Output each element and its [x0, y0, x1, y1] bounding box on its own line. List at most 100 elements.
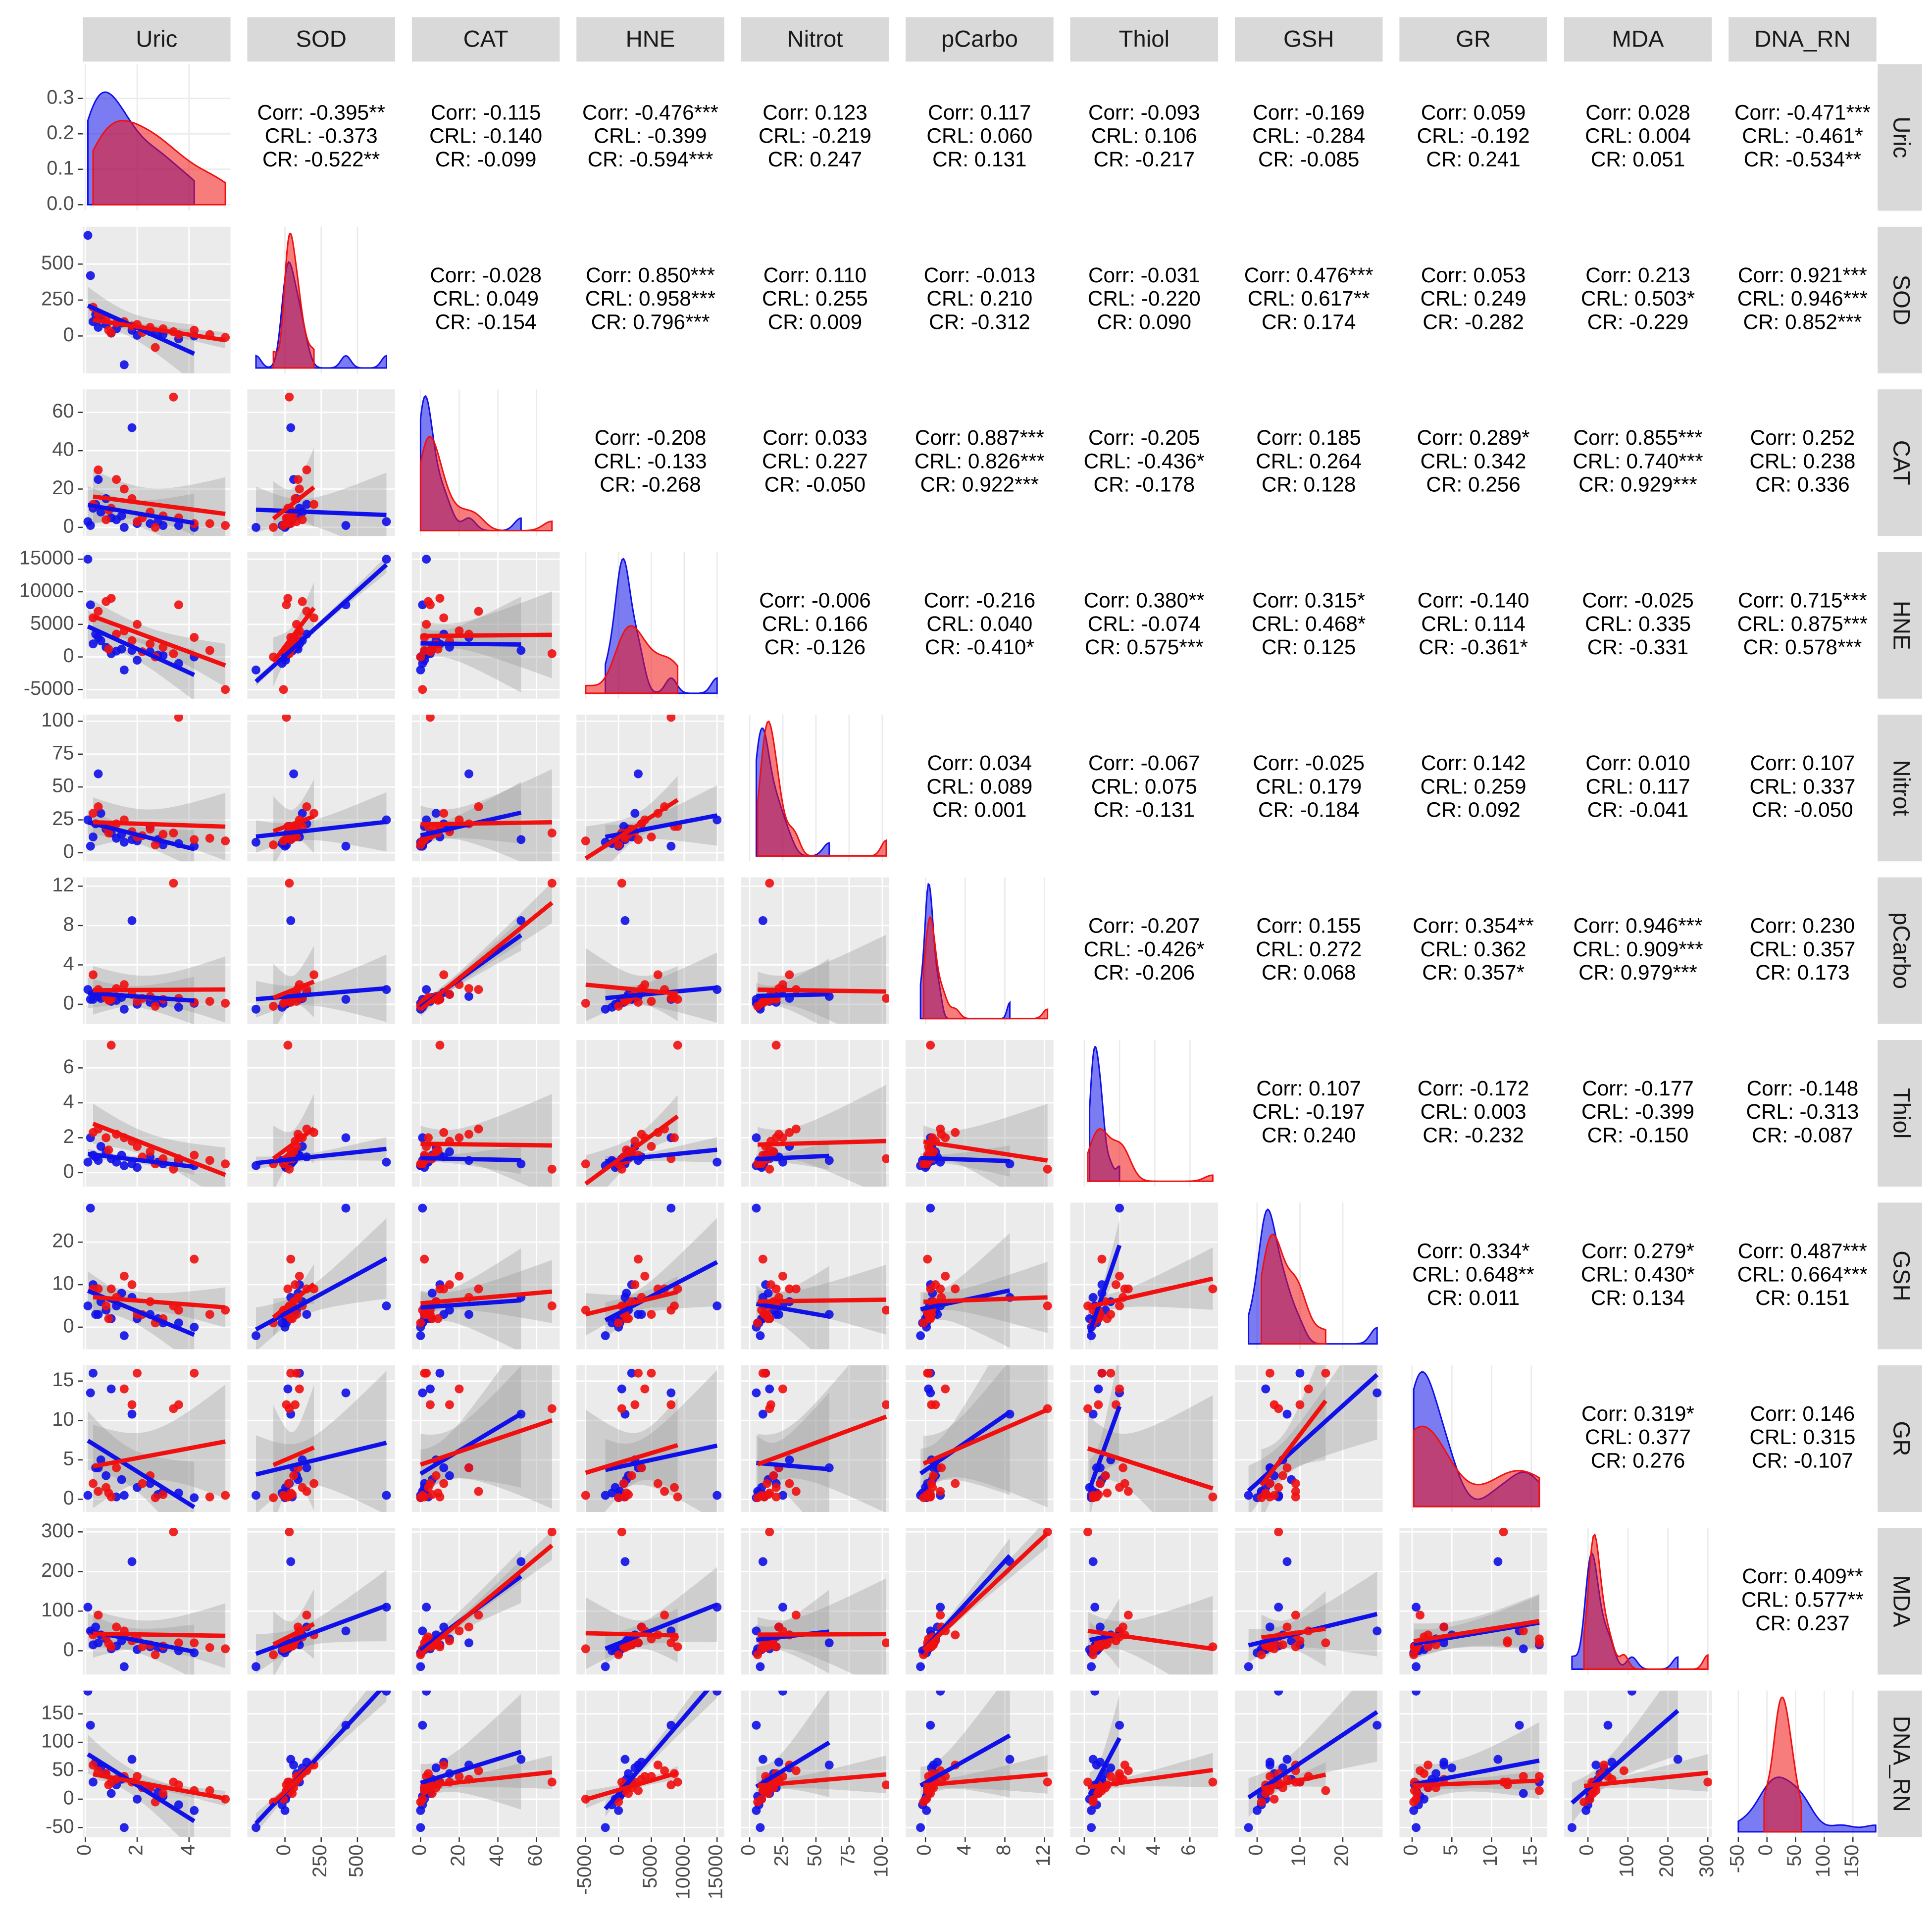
point — [936, 1610, 945, 1620]
point — [791, 1124, 801, 1134]
point — [119, 1271, 129, 1281]
point — [86, 841, 95, 851]
point — [302, 1463, 311, 1472]
point — [282, 715, 291, 722]
y-tick-label: -5000 — [24, 677, 74, 699]
trend-line — [605, 1443, 718, 1472]
column-strip — [576, 17, 724, 62]
point — [516, 1557, 526, 1566]
point — [283, 594, 293, 603]
point — [1519, 1644, 1528, 1654]
point — [174, 1305, 183, 1315]
trend-line — [87, 304, 196, 356]
point — [133, 1163, 142, 1172]
point — [637, 1310, 646, 1319]
point — [464, 992, 473, 1001]
point — [286, 423, 296, 432]
point — [1043, 1777, 1052, 1787]
trend-line — [87, 820, 195, 851]
point — [205, 1310, 214, 1319]
correlation-text: Corr: -0.395** — [257, 101, 385, 124]
point — [416, 1797, 425, 1807]
correlation-text: Corr: 0.146 — [1750, 1402, 1855, 1425]
point — [1291, 1479, 1300, 1488]
point — [221, 521, 230, 530]
correlation-text: CRL: 0.342 — [1421, 449, 1526, 472]
point — [1278, 1640, 1287, 1650]
point — [418, 685, 427, 694]
correlation-text: CR: -0.312 — [929, 310, 1030, 333]
point — [464, 1310, 473, 1319]
x-tick-label: -50 — [1726, 1845, 1748, 1873]
correlation-text: CRL: 0.875*** — [1737, 612, 1868, 635]
row-strip — [1878, 389, 1922, 536]
column-strip — [83, 17, 231, 62]
x-tick-label: 0 — [1245, 1845, 1267, 1856]
panel-background — [411, 1365, 560, 1512]
point — [104, 1145, 113, 1155]
point — [614, 1001, 623, 1011]
correlation-text: CR: 0.241 — [1426, 148, 1520, 171]
correlation-text: CR: -0.594*** — [588, 148, 713, 171]
point — [89, 809, 98, 818]
point — [221, 685, 230, 694]
point — [712, 1690, 722, 1696]
point — [951, 1479, 960, 1488]
correlation-text: Corr: -0.067 — [1088, 751, 1200, 775]
point — [309, 970, 319, 980]
correlation-text: Corr: -0.208 — [595, 426, 707, 449]
y-tick-label: 10 — [52, 1273, 74, 1295]
correlation-text: CRL: 0.946*** — [1737, 287, 1868, 310]
point — [666, 1400, 676, 1409]
point — [765, 1528, 774, 1537]
point — [474, 1487, 483, 1496]
confidence-band — [1088, 1395, 1213, 1512]
point — [785, 1284, 794, 1294]
point — [1106, 1368, 1116, 1378]
correlation-text: Corr: -0.148 — [1747, 1077, 1859, 1100]
point — [762, 1310, 771, 1319]
trend-line — [92, 1122, 226, 1177]
x-tick-label: 6 — [1178, 1845, 1200, 1856]
point — [1094, 1384, 1103, 1394]
point — [666, 1388, 676, 1398]
point — [1090, 1690, 1100, 1696]
point — [127, 423, 137, 432]
point — [464, 984, 473, 993]
point — [106, 1789, 116, 1798]
point — [881, 994, 889, 1003]
point — [464, 1622, 473, 1632]
row-strip — [1878, 226, 1922, 373]
point — [174, 1002, 183, 1012]
point — [190, 1150, 199, 1160]
point — [881, 1780, 889, 1790]
confidence-band — [273, 1385, 314, 1512]
point — [1244, 1491, 1253, 1500]
point — [1120, 1761, 1129, 1770]
point — [474, 1284, 483, 1294]
point — [1111, 1280, 1120, 1290]
point — [284, 513, 293, 522]
y-tick-label: 100 — [41, 1730, 74, 1752]
point — [133, 620, 142, 629]
point — [1087, 1823, 1096, 1832]
point — [205, 833, 214, 843]
point — [104, 644, 113, 654]
correlation-text: Corr: 0.279* — [1581, 1239, 1694, 1262]
point — [341, 521, 351, 530]
correlation-text: CR: -0.178 — [1094, 473, 1195, 496]
x-tick-label: 75 — [837, 1845, 859, 1867]
point — [431, 1471, 441, 1480]
point — [666, 841, 676, 851]
correlation-text: Corr: -0.207 — [1088, 914, 1200, 937]
density-area — [757, 720, 887, 857]
point — [614, 1493, 623, 1503]
point — [627, 1368, 636, 1378]
correlation-text: Corr: 0.319* — [1581, 1402, 1694, 1425]
y-tick-label: 6 — [63, 1056, 74, 1078]
point — [445, 1400, 454, 1409]
point — [445, 1636, 454, 1646]
point — [221, 836, 230, 846]
panel-background — [576, 1690, 724, 1837]
correlation-text: Corr: 0.053 — [1421, 263, 1526, 287]
